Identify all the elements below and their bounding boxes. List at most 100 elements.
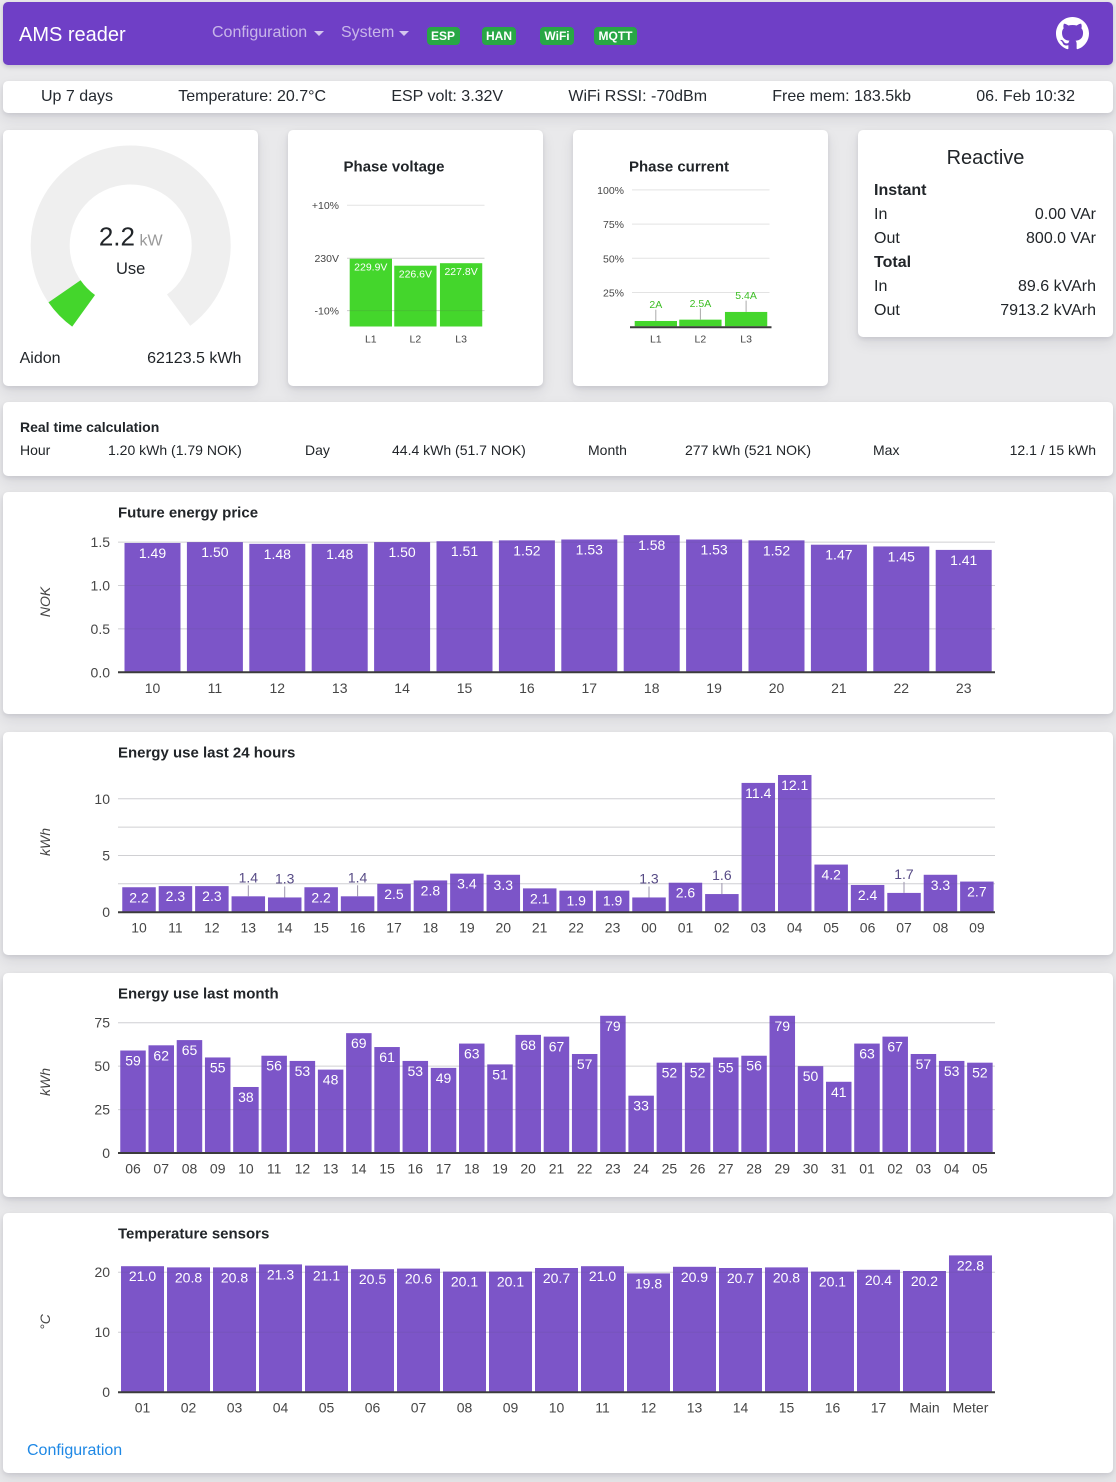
svg-text:Temperature sensors: Temperature sensors <box>118 1226 269 1243</box>
svg-text:Main: Main <box>909 1400 939 1416</box>
svg-text:16: 16 <box>350 919 366 935</box>
svg-text:13: 13 <box>241 919 257 935</box>
svg-text:26: 26 <box>690 1160 706 1176</box>
svg-text:1.3: 1.3 <box>639 870 659 886</box>
svg-text:2A: 2A <box>649 299 662 311</box>
svg-text:79: 79 <box>605 1018 621 1034</box>
svg-text:13: 13 <box>687 1400 703 1416</box>
svg-text:3.3: 3.3 <box>931 877 951 893</box>
svg-text:21: 21 <box>532 919 548 935</box>
svg-text:20.5: 20.5 <box>359 1271 386 1287</box>
svg-text:19.8: 19.8 <box>635 1276 662 1292</box>
svg-text:20.8: 20.8 <box>221 1270 248 1286</box>
svg-text:2.2 kW: 2.2 kW <box>99 221 164 251</box>
svg-text:20: 20 <box>769 680 785 696</box>
svg-text:62123.5 kWh: 62123.5 kWh <box>147 350 241 367</box>
svg-text:07: 07 <box>896 919 912 935</box>
svg-text:2.5A: 2.5A <box>690 298 712 310</box>
svg-text:1.50: 1.50 <box>388 544 415 560</box>
svg-text:23: 23 <box>605 919 621 935</box>
svg-text:12: 12 <box>295 1160 311 1176</box>
svg-text:0: 0 <box>102 1384 110 1400</box>
svg-text:22.8: 22.8 <box>957 1258 984 1274</box>
svg-text:31: 31 <box>831 1160 847 1176</box>
svg-text:Energy use last 24 hours: Energy use last 24 hours <box>118 744 295 761</box>
svg-text:01: 01 <box>859 1160 875 1176</box>
svg-text:229.9V: 229.9V <box>354 261 387 273</box>
svg-text:20.4: 20.4 <box>865 1272 892 1288</box>
svg-text:14: 14 <box>733 1400 749 1416</box>
svg-text:13: 13 <box>323 1160 339 1176</box>
svg-text:1.52: 1.52 <box>763 543 790 559</box>
svg-text:20.6: 20.6 <box>405 1271 432 1287</box>
svg-text:29: 29 <box>775 1160 791 1176</box>
svg-text:57: 57 <box>916 1056 932 1072</box>
svg-text:11: 11 <box>168 919 183 935</box>
svg-text:°C: °C <box>37 1314 53 1331</box>
svg-text:2.3: 2.3 <box>202 888 222 904</box>
svg-text:NOK: NOK <box>37 586 53 617</box>
svg-text:1.52: 1.52 <box>513 543 540 559</box>
svg-text:65: 65 <box>182 1042 198 1058</box>
svg-text:67: 67 <box>887 1039 903 1055</box>
svg-text:08: 08 <box>933 919 949 935</box>
svg-text:kWh: kWh <box>37 828 53 856</box>
svg-text:25: 25 <box>94 1102 110 1118</box>
svg-text:Phase voltage: Phase voltage <box>344 158 445 175</box>
svg-text:38: 38 <box>238 1089 254 1105</box>
svg-text:100%: 100% <box>597 185 624 197</box>
svg-text:1.41: 1.41 <box>950 552 977 568</box>
svg-text:1.48: 1.48 <box>264 546 291 562</box>
svg-text:55: 55 <box>210 1059 226 1075</box>
svg-text:4.2: 4.2 <box>821 866 841 882</box>
svg-text:05: 05 <box>823 919 839 935</box>
svg-text:52: 52 <box>972 1065 988 1081</box>
svg-text:21.0: 21.0 <box>589 1268 616 1284</box>
svg-text:Energy use last month: Energy use last month <box>118 985 279 1002</box>
svg-text:09: 09 <box>969 919 985 935</box>
svg-text:1.51: 1.51 <box>451 543 478 559</box>
svg-text:L3: L3 <box>455 333 467 345</box>
svg-text:75%: 75% <box>603 219 624 231</box>
svg-text:L2: L2 <box>410 333 422 345</box>
svg-text:18: 18 <box>644 680 660 696</box>
svg-text:1.5: 1.5 <box>91 534 111 550</box>
svg-text:0: 0 <box>102 904 110 920</box>
svg-text:2.3: 2.3 <box>166 888 186 904</box>
svg-text:11: 11 <box>267 1160 282 1176</box>
svg-text:10: 10 <box>145 680 161 696</box>
svg-text:53: 53 <box>944 1063 960 1079</box>
svg-text:20: 20 <box>94 1264 110 1280</box>
svg-text:53: 53 <box>408 1063 424 1079</box>
svg-text:+10%: +10% <box>312 200 339 212</box>
svg-text:20.1: 20.1 <box>819 1274 846 1290</box>
svg-text:19: 19 <box>459 919 475 935</box>
svg-text:11: 11 <box>208 680 223 696</box>
svg-text:14: 14 <box>351 1160 367 1176</box>
svg-text:21: 21 <box>549 1160 565 1176</box>
svg-text:kWh: kWh <box>37 1068 53 1096</box>
svg-text:67: 67 <box>549 1039 565 1055</box>
svg-text:22: 22 <box>577 1160 593 1176</box>
svg-text:59: 59 <box>125 1052 141 1068</box>
svg-text:00: 00 <box>641 919 657 935</box>
svg-text:1.4: 1.4 <box>239 869 259 885</box>
svg-text:20.8: 20.8 <box>773 1270 800 1286</box>
svg-text:226.6V: 226.6V <box>399 268 432 280</box>
svg-text:1.3: 1.3 <box>275 870 295 886</box>
svg-text:2.4: 2.4 <box>858 887 878 903</box>
svg-text:55: 55 <box>718 1059 734 1075</box>
svg-text:17: 17 <box>871 1400 887 1416</box>
svg-text:03: 03 <box>916 1160 932 1176</box>
svg-text:50%: 50% <box>603 253 624 265</box>
svg-text:19: 19 <box>706 680 722 696</box>
svg-text:01: 01 <box>678 919 694 935</box>
svg-text:24: 24 <box>633 1160 649 1176</box>
svg-text:19: 19 <box>492 1160 508 1176</box>
svg-text:33: 33 <box>633 1098 649 1114</box>
svg-text:-10%: -10% <box>314 305 339 317</box>
svg-text:61: 61 <box>379 1049 395 1065</box>
svg-text:Aidon: Aidon <box>20 350 61 367</box>
svg-text:20.8: 20.8 <box>175 1270 202 1286</box>
svg-text:30: 30 <box>803 1160 819 1176</box>
